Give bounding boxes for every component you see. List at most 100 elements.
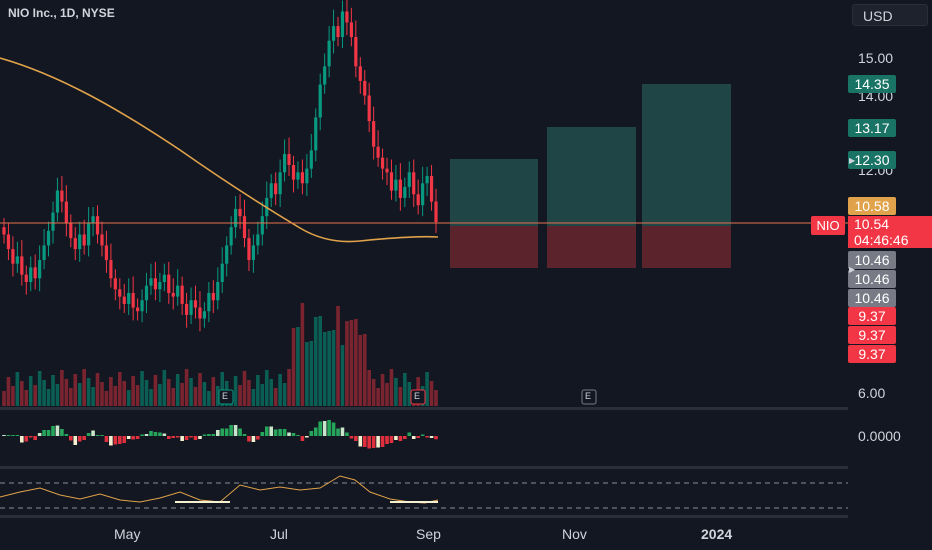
candle-body — [434, 201, 438, 223]
candle-body — [216, 281, 220, 301]
candle-body — [296, 172, 300, 180]
oscillator-bar — [269, 426, 274, 436]
candle-body — [372, 121, 376, 147]
candle-body — [291, 165, 296, 180]
candle-body — [24, 274, 28, 282]
candle-body — [171, 292, 175, 297]
volume-bar — [313, 317, 318, 406]
oscillator-bar — [416, 436, 420, 438]
volume-bar — [82, 369, 86, 406]
candle-body — [287, 154, 291, 166]
candle-body — [131, 292, 135, 308]
volume-bar — [60, 370, 64, 406]
volume-bar — [376, 388, 380, 406]
oscillator-bar — [51, 426, 55, 436]
volume-bar — [131, 376, 135, 406]
price-candles — [2, 0, 438, 332]
oscillator-bar — [434, 436, 438, 440]
volume-bar — [394, 378, 398, 406]
oscillator-bar — [224, 428, 229, 436]
oscillator-bar — [6, 435, 11, 436]
volume-bar — [238, 385, 242, 406]
oscillator-bar — [184, 436, 189, 440]
time-label: 2024 — [701, 526, 733, 542]
candle-body — [354, 37, 358, 67]
volume-bar — [251, 389, 256, 406]
volume-bar — [180, 383, 184, 406]
volume-bar — [322, 332, 327, 406]
volume-bar — [135, 385, 140, 406]
candle-body — [82, 234, 86, 246]
candle-body — [118, 289, 122, 297]
candle-body — [340, 11, 345, 38]
oscillator-zero-label: 0.0000 — [858, 428, 901, 444]
oscillator-bar — [318, 421, 323, 436]
candle-body — [407, 172, 411, 187]
oscillator-bar — [91, 430, 95, 436]
earnings-markers[interactable] — [218, 389, 597, 405]
volume-bar — [15, 372, 20, 406]
pane-separator[interactable] — [0, 407, 848, 410]
volume-bar — [327, 331, 331, 406]
candle-body — [247, 238, 251, 261]
volume-bar — [211, 377, 216, 406]
volume-bar — [162, 370, 167, 406]
target-zone-2 — [547, 127, 636, 226]
volume-bar — [113, 386, 118, 406]
stop-zone-2 — [547, 226, 636, 268]
candle-body — [421, 183, 425, 206]
pane-separator[interactable] — [0, 466, 848, 469]
oscillator-bar — [69, 436, 73, 441]
candle-body — [380, 157, 385, 169]
position-zones[interactable] — [450, 84, 731, 268]
candle-body — [336, 26, 340, 38]
volume-bar — [336, 306, 340, 406]
symbol-title: NIO Inc., 1D, NYSE — [8, 6, 115, 20]
candle-body — [184, 303, 189, 315]
volume-bar — [371, 379, 376, 406]
oscillator-bar — [171, 436, 176, 438]
candle-body — [220, 263, 224, 282]
target-label: 12.30 — [848, 151, 896, 169]
volume-bar — [42, 380, 46, 406]
candle-body — [87, 223, 91, 246]
oscillator-bar — [207, 434, 211, 436]
volume-bar — [144, 380, 149, 406]
candle-body — [314, 117, 318, 151]
volume-bar — [296, 327, 300, 406]
oscillator-bar — [198, 436, 202, 439]
volume-bar — [349, 320, 354, 406]
volume-bar — [429, 381, 434, 406]
volume-bar — [407, 382, 412, 406]
currency-selector[interactable]: USD — [852, 4, 928, 26]
earnings-marker-label: E — [222, 391, 229, 401]
candle-body — [251, 245, 256, 261]
candle-body — [158, 281, 162, 290]
candle-body — [282, 154, 287, 173]
candle-body — [274, 183, 278, 195]
candle-body — [78, 234, 82, 250]
volume-bar — [104, 391, 109, 406]
pane-separator[interactable] — [0, 515, 848, 518]
volume-bar — [367, 370, 371, 406]
oscillator-bar — [229, 425, 233, 436]
candle-body — [42, 245, 46, 261]
candle-body — [6, 234, 11, 250]
oscillator-bar — [264, 426, 269, 436]
candle-body — [55, 190, 60, 213]
oscillator-bar — [238, 428, 242, 436]
candle-body — [358, 66, 362, 81]
volume-bar — [6, 377, 11, 406]
candle-body — [100, 234, 104, 246]
candle-body — [309, 150, 313, 169]
oscillator-bar — [149, 431, 153, 436]
oscillator-bar — [376, 436, 380, 448]
candle-body — [323, 66, 327, 85]
stop-zone-1 — [450, 226, 538, 268]
oscillator-bar — [153, 432, 158, 436]
volume-bar — [28, 376, 33, 406]
candle-body — [144, 285, 149, 301]
candle-body — [318, 84, 322, 118]
oscillator-bar — [322, 421, 327, 436]
